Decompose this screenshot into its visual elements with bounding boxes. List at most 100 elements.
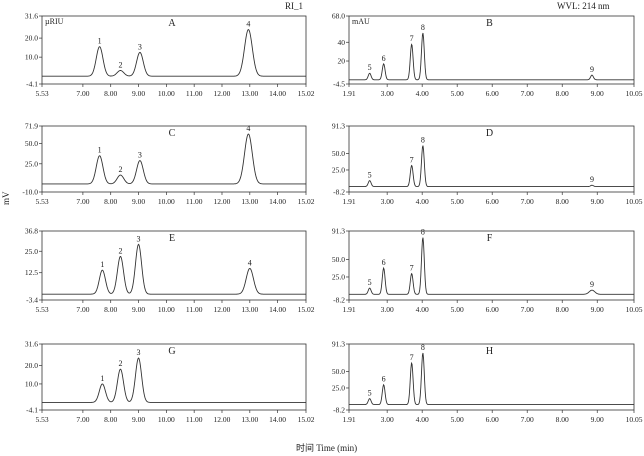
panel-label: F [487, 233, 493, 244]
detector-label-ri: RI_1 [285, 1, 303, 11]
x-tick-label: 6.00 [486, 415, 499, 424]
y-tick-label: 50.0 [332, 255, 345, 264]
y-tick-label: 91.3 [332, 122, 345, 131]
x-tick-label: 1.91 [342, 305, 355, 314]
x-tick-label: 11.00 [186, 305, 203, 314]
panel-label: E [169, 233, 175, 244]
panel-a: 5.53 7.00 8.00 9.00 10.00 11.00 12.00 13.00 14.0… [25, 12, 315, 99]
chromatogram-trace [349, 32, 634, 81]
peak-label: 3 [138, 151, 142, 160]
y-tick-label: 50.0 [332, 149, 345, 158]
x-tick-label: 12.00 [214, 89, 231, 98]
plot-frame [348, 125, 635, 193]
x-tick-label: 3.00 [381, 305, 394, 314]
unit-label: µRIU [45, 17, 64, 26]
x-tick-label: 11.00 [186, 197, 203, 206]
peak-label: 5 [368, 278, 372, 287]
peak-label: 1 [98, 37, 102, 46]
x-tick-label: 5.00 [451, 305, 464, 314]
x-tick-label: 8.00 [104, 415, 117, 424]
peak-label: 6 [382, 258, 386, 267]
y-tick-label: -8.2 [333, 296, 345, 305]
peak-label: 4 [248, 258, 252, 267]
x-tick-label: 10.00 [158, 89, 175, 98]
x-tick-label: 4.00 [416, 305, 429, 314]
x-tick-label: 7.00 [76, 89, 89, 98]
peak-label: 2 [118, 60, 122, 69]
plot-frame [41, 15, 307, 85]
x-tick-label: 5.53 [35, 305, 48, 314]
y-tick-label: 25.0 [332, 272, 345, 281]
peak-label: 1 [98, 146, 102, 155]
panel-b: 1.91 3.00 4.00 5.00 6.00 7.00 8.00 9.00 10.05 -4.… [332, 12, 643, 99]
chromatogram-trace [349, 145, 634, 188]
y-tick-label: 25.0 [332, 383, 345, 392]
peak-label: 7 [410, 34, 414, 43]
peak-label: 2 [118, 165, 122, 174]
y-tick-label: -8.2 [333, 188, 345, 197]
x-tick-label: 4.00 [416, 415, 429, 424]
peak-label: 7 [410, 264, 414, 273]
x-tick-label: 13.00 [241, 415, 258, 424]
x-tick-label: 7.00 [76, 305, 89, 314]
peak-label: 7 [410, 353, 414, 362]
peak-label: 6 [382, 375, 386, 384]
y-tick-label: -3.4 [26, 296, 38, 305]
y-tick-label: 50.0 [332, 367, 345, 376]
x-tick-label: 1.91 [342, 415, 355, 424]
x-tick-label: 10.00 [158, 415, 175, 424]
x-tick-label: 7.00 [521, 415, 534, 424]
x-tick-label: 7.00 [521, 305, 534, 314]
x-tick-label: 15.02 [298, 197, 315, 206]
x-tick-label: 6.00 [486, 89, 499, 98]
x-tick-label: 5.53 [35, 415, 48, 424]
y-tick-label: 25.0 [25, 247, 38, 256]
x-tick-label: 7.00 [76, 197, 89, 206]
x-tick-label: 15.02 [298, 89, 315, 98]
x-tick-label: 14.00 [269, 305, 286, 314]
x-tick-label: 9.00 [591, 415, 604, 424]
peak-label: 5 [368, 171, 372, 180]
y-tick-label: 91.3 [332, 340, 345, 349]
panel-f: 1.91 3.00 4.00 5.00 6.00 7.00 8.00 9.00 10.05 -8.… [332, 227, 643, 315]
panel-label: D [486, 128, 493, 139]
x-tick-label: 9.00 [591, 89, 604, 98]
peak-label: 8 [421, 227, 425, 236]
x-tick-label: 12.00 [214, 197, 231, 206]
peak-label: 3 [137, 234, 141, 243]
x-tick-label: 13.00 [241, 305, 258, 314]
chromatogram-trace [42, 133, 306, 185]
chromatogram-trace [42, 243, 306, 295]
panel-label: C [169, 128, 176, 139]
x-tick-label: 8.00 [556, 197, 569, 206]
x-tick-label: 10.05 [626, 305, 643, 314]
y-tick-label: -8.2 [333, 406, 345, 415]
x-tick-label: 8.00 [556, 89, 569, 98]
peak-label: 9 [590, 65, 594, 74]
x-tick-label: 12.00 [214, 415, 231, 424]
detector-label-wavelength: WVL: 214 nm [557, 1, 610, 11]
peak-label: 8 [421, 135, 425, 144]
peak-label: 3 [138, 42, 142, 51]
chromatogram-trace [42, 29, 306, 77]
plot-frame [41, 343, 307, 411]
x-tick-label: 9.00 [132, 415, 145, 424]
peak-label: 2 [118, 246, 122, 255]
x-tick-label: 8.00 [104, 89, 117, 98]
x-tick-label: 5.53 [35, 89, 48, 98]
y-tick-label: 10.0 [25, 53, 38, 62]
chromatogram-trace [349, 237, 634, 295]
x-tick-label: 4.00 [416, 197, 429, 206]
y-tick-label: 31.6 [25, 12, 38, 21]
x-tick-label: 1.91 [342, 197, 355, 206]
unit-label: mAU [352, 17, 370, 26]
y-tick-label: 20 [338, 57, 346, 66]
peak-label: 5 [368, 63, 372, 72]
panel-e: 5.53 7.00 8.00 9.00 10.00 11.00 12.00 13.00 14.0… [25, 227, 315, 315]
y-tick-label: 40 [338, 38, 346, 47]
plot-frame [41, 230, 307, 301]
x-tick-label: 5.00 [451, 197, 464, 206]
y-tick-label: 12.5 [25, 268, 38, 277]
x-tick-label: 7.00 [76, 415, 89, 424]
x-tick-label: 10.00 [158, 305, 175, 314]
